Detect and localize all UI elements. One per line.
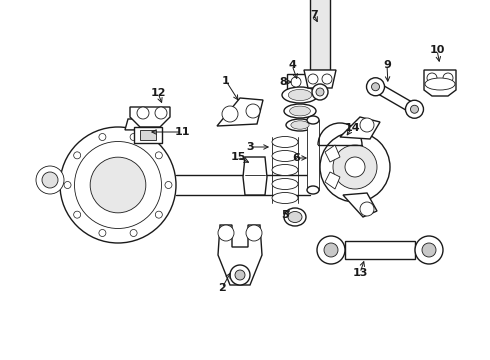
Text: 7: 7 [310, 10, 318, 20]
Ellipse shape [272, 136, 298, 148]
Circle shape [64, 181, 71, 189]
Circle shape [137, 107, 149, 119]
Polygon shape [325, 172, 340, 189]
Circle shape [333, 145, 377, 189]
Ellipse shape [282, 87, 318, 103]
Circle shape [99, 134, 106, 140]
Circle shape [312, 84, 328, 100]
Polygon shape [340, 117, 380, 139]
Circle shape [317, 236, 345, 264]
Text: 4: 4 [288, 60, 296, 70]
Polygon shape [134, 127, 162, 143]
Circle shape [406, 100, 423, 118]
Ellipse shape [284, 104, 316, 118]
Circle shape [155, 152, 162, 159]
Polygon shape [140, 130, 156, 140]
Ellipse shape [425, 78, 455, 90]
Ellipse shape [288, 89, 312, 100]
Polygon shape [310, 0, 330, 70]
Ellipse shape [288, 212, 302, 222]
Polygon shape [304, 70, 336, 88]
Circle shape [322, 74, 332, 84]
Circle shape [155, 107, 167, 119]
Circle shape [422, 243, 436, 257]
Circle shape [155, 211, 162, 218]
Polygon shape [218, 225, 262, 285]
Ellipse shape [286, 119, 314, 131]
Circle shape [60, 127, 176, 243]
Circle shape [308, 74, 318, 84]
Circle shape [411, 105, 418, 113]
Circle shape [316, 88, 324, 96]
Ellipse shape [307, 116, 319, 124]
Circle shape [74, 152, 81, 159]
Polygon shape [125, 119, 141, 130]
Text: 14: 14 [344, 123, 360, 133]
Text: 3: 3 [246, 142, 254, 152]
Ellipse shape [272, 193, 298, 203]
Circle shape [324, 243, 338, 257]
Circle shape [345, 157, 365, 177]
Ellipse shape [291, 121, 309, 129]
Circle shape [246, 225, 262, 241]
Circle shape [427, 73, 437, 83]
Polygon shape [287, 74, 323, 90]
Text: 2: 2 [218, 283, 226, 293]
Polygon shape [373, 82, 417, 114]
Circle shape [371, 83, 380, 91]
Text: 12: 12 [150, 88, 166, 98]
Circle shape [74, 211, 81, 218]
Ellipse shape [307, 186, 319, 194]
Circle shape [246, 104, 260, 118]
Circle shape [291, 77, 301, 87]
Ellipse shape [272, 179, 298, 189]
Text: 15: 15 [230, 152, 245, 162]
Ellipse shape [272, 165, 298, 176]
Circle shape [415, 236, 443, 264]
Text: 13: 13 [352, 268, 368, 278]
Circle shape [235, 270, 245, 280]
Polygon shape [243, 157, 267, 195]
Text: 5: 5 [281, 210, 289, 220]
Text: 1: 1 [222, 76, 230, 86]
Polygon shape [345, 241, 415, 259]
Text: 9: 9 [383, 60, 391, 70]
Circle shape [36, 166, 64, 194]
Polygon shape [343, 193, 377, 217]
Text: 11: 11 [174, 127, 190, 137]
Circle shape [218, 225, 234, 241]
Ellipse shape [290, 106, 310, 116]
Circle shape [230, 265, 250, 285]
Circle shape [165, 181, 172, 189]
Circle shape [130, 229, 137, 237]
Polygon shape [424, 70, 456, 96]
Text: 8: 8 [279, 77, 287, 87]
Circle shape [320, 132, 390, 202]
Circle shape [367, 78, 385, 96]
Polygon shape [130, 107, 170, 127]
Polygon shape [307, 120, 319, 190]
Polygon shape [325, 145, 340, 162]
Circle shape [130, 134, 137, 140]
Polygon shape [217, 98, 263, 126]
Circle shape [360, 118, 374, 132]
Circle shape [443, 73, 453, 83]
Circle shape [222, 106, 238, 122]
Ellipse shape [272, 150, 298, 162]
Circle shape [360, 202, 374, 216]
Text: 6: 6 [292, 153, 300, 163]
Text: 10: 10 [429, 45, 445, 55]
Circle shape [90, 157, 146, 213]
Circle shape [99, 229, 106, 237]
Circle shape [42, 172, 58, 188]
Circle shape [74, 141, 162, 229]
Circle shape [309, 77, 319, 87]
Ellipse shape [284, 208, 306, 226]
